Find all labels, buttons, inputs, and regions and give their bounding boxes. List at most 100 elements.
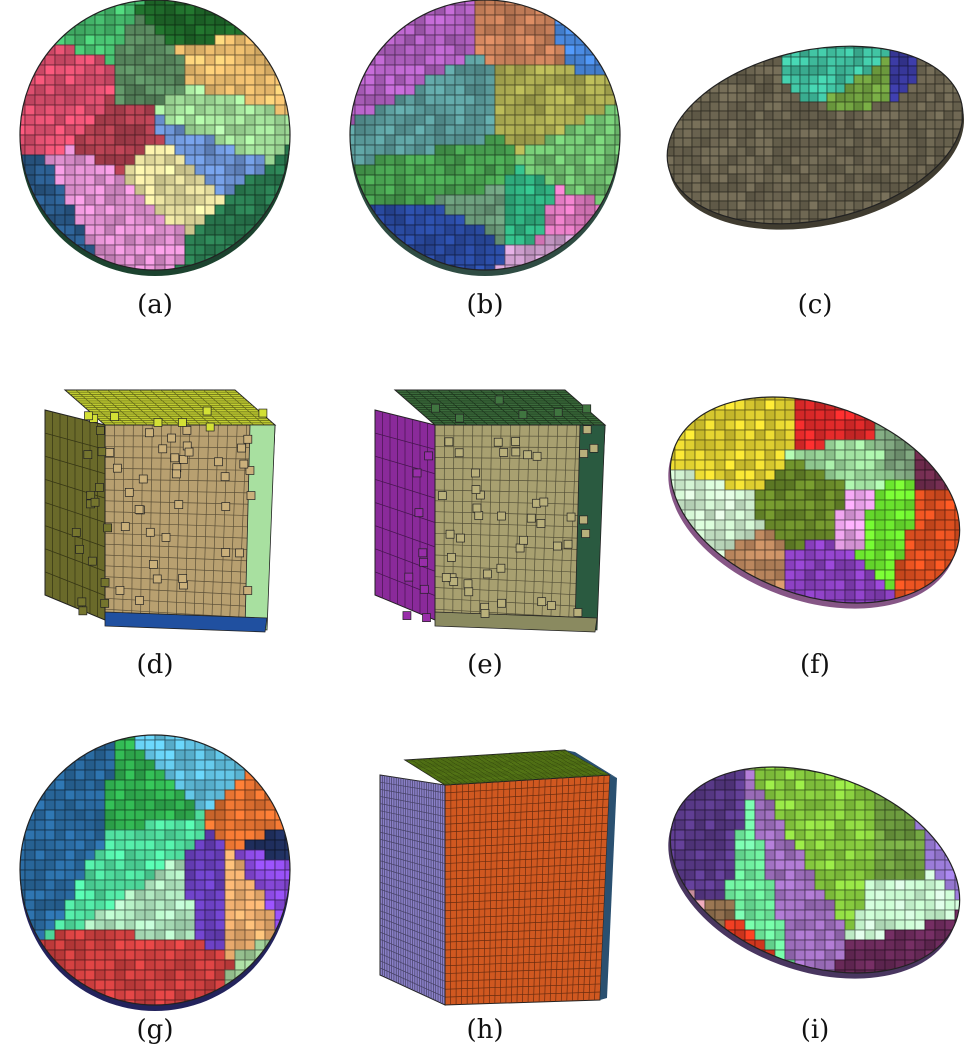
voxel-cell — [295, 900, 305, 910]
voxel-cell — [534, 74, 546, 86]
voxel-cell — [817, 92, 828, 103]
voxel-bump — [441, 573, 451, 582]
voxel-cell — [154, 929, 166, 941]
voxel-cell — [834, 579, 846, 591]
voxel-cell — [154, 789, 166, 801]
voxel-cell — [554, 64, 566, 76]
voxel-cell — [204, 64, 216, 76]
voxel-cell — [54, 735, 66, 741]
voxel-cell — [745, 74, 756, 85]
voxel-cell — [719, 0, 728, 3]
voxel-cell — [504, 54, 516, 66]
voxel-cell — [844, 419, 856, 431]
voxel-cell — [284, 799, 290, 811]
voxel-cell — [625, 85, 635, 95]
voxel-cell — [710, 264, 719, 273]
voxel-cell — [5, 5, 15, 15]
voxel-cell — [943, 245, 954, 250]
voxel-cell — [763, 155, 774, 166]
voxel-cell — [134, 124, 146, 136]
voxel-cell — [424, 174, 436, 186]
voxel-cell — [534, 144, 546, 156]
voxel-cell — [524, 214, 536, 226]
voxel-cell — [874, 489, 886, 501]
voxel-cell — [84, 24, 96, 36]
voxel-cell — [844, 20, 855, 22]
voxel-cell — [718, 164, 729, 175]
voxel-cell — [124, 234, 136, 246]
voxel-cell — [274, 989, 286, 1001]
voxel-cell — [674, 273, 683, 282]
voxel-cell — [781, 56, 792, 67]
voxel-cell — [827, 0, 836, 3]
voxel-cell — [234, 124, 246, 136]
voxel-cell — [614, 24, 620, 36]
voxel-cell — [74, 879, 86, 891]
voxel-cell — [84, 809, 96, 821]
voxel-cell — [864, 399, 876, 411]
voxel-bump — [539, 497, 549, 507]
voxel-cell — [184, 114, 196, 126]
voxel-cell — [64, 84, 76, 96]
voxel-cell — [682, 146, 693, 157]
voxel-cell — [564, 4, 576, 16]
voxel-cell — [665, 245, 675, 250]
voxel-cell — [935, 255, 944, 264]
voxel-cell — [944, 449, 956, 461]
voxel-cell — [784, 539, 796, 551]
voxel-cell — [544, 24, 556, 36]
voxel-cell — [700, 128, 711, 139]
voxel-cell — [594, 154, 606, 166]
voxel-cell — [254, 184, 266, 196]
voxel-cell — [264, 889, 276, 901]
voxel-cell — [794, 399, 806, 411]
voxel-cell — [504, 24, 516, 36]
voxel-cell — [574, 44, 586, 56]
voxel-cell — [584, 74, 596, 86]
voxel-cell — [594, 94, 606, 106]
voxel-cell — [224, 869, 236, 881]
voxel-cell — [844, 579, 856, 591]
voxel-cell — [34, 909, 46, 921]
voxel-cell — [794, 479, 806, 491]
voxel-cell — [84, 859, 96, 871]
voxel-cell — [818, 273, 827, 282]
voxel-cell — [817, 38, 828, 49]
voxel-cell — [800, 0, 809, 3]
voxel-cell — [871, 245, 882, 250]
voxel-bump — [566, 512, 576, 522]
voxel-cell — [254, 14, 266, 26]
voxel-cell — [782, 255, 791, 264]
voxel-cell — [234, 809, 246, 821]
voxel-cell — [194, 759, 206, 771]
voxel-cell — [694, 429, 706, 441]
voxel-cell — [154, 959, 166, 971]
voxel-cell — [594, 44, 606, 56]
voxel-cell — [204, 769, 216, 781]
voxel-cell — [781, 20, 792, 31]
voxel-cell — [94, 919, 106, 931]
voxel-cell — [254, 969, 266, 981]
voxel-cell — [34, 104, 46, 116]
voxel-cell — [814, 559, 826, 571]
voxel-cell — [154, 759, 166, 771]
voxel-cell — [244, 74, 256, 86]
voxel-cell — [854, 369, 866, 381]
voxel-bump — [519, 535, 528, 545]
voxel-cell — [5, 35, 15, 45]
voxel-cell — [804, 539, 816, 551]
voxel-cell — [20, 224, 26, 236]
voxel-cell — [734, 479, 746, 491]
voxel-cell — [724, 639, 736, 641]
voxel-cell — [674, 729, 686, 731]
voxel-cell — [818, 0, 827, 3]
voxel-cell — [274, 969, 286, 981]
voxel-cell — [464, 254, 476, 266]
voxel-cell — [214, 154, 226, 166]
voxel-cell — [464, 164, 476, 176]
voxel-cell — [94, 164, 106, 176]
voxel-cell — [774, 439, 786, 451]
voxel-cell — [34, 124, 46, 136]
voxel-cell — [224, 819, 236, 831]
voxel-cell — [844, 619, 856, 631]
